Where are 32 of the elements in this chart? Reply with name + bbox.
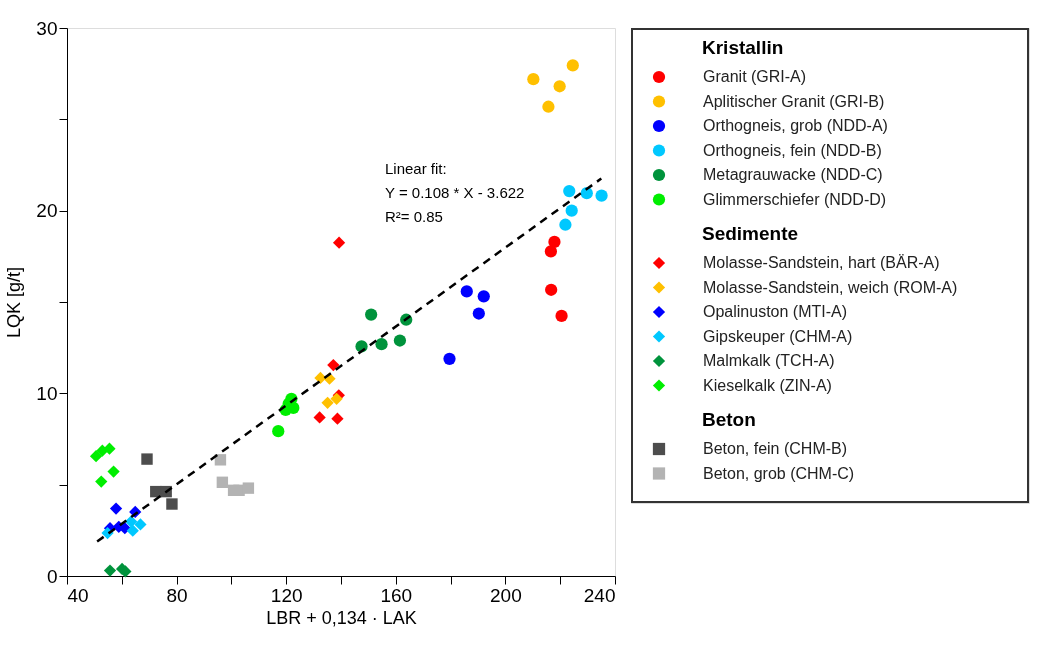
x-axis-title: LBR + 0,134 · LAK — [266, 607, 417, 628]
legend-label: Orthogneis, grob (NDD-A) — [703, 117, 888, 134]
y-tick-label: 20 — [36, 200, 58, 222]
legend-label: Gipskeuper (CHM-A) — [703, 327, 853, 345]
annotation: Linear fit: — [385, 160, 447, 177]
x-tick-label: 160 — [380, 584, 413, 606]
y-tick-label: 0 — [46, 565, 58, 587]
legend-label: Malmkalk (TCH-A) — [703, 352, 835, 369]
legend-label: Glimmerschiefer (NDD-D) — [703, 190, 887, 208]
legend-label: Beton, grob (CHM-C) — [703, 464, 855, 482]
legend-label: Opalinuston (MTI-A) — [703, 303, 848, 320]
text: Sedimente — [702, 223, 799, 244]
legend-label: Beton, fein (CHM-B) — [703, 440, 848, 457]
x-tick-label: 80 — [166, 584, 188, 606]
x-tick-label: 200 — [490, 584, 522, 606]
y-tick-label: 30 — [36, 17, 58, 39]
legend-label: Orthogneis, fein (NDD-B) — [703, 141, 882, 159]
y-tick-label: 10 — [36, 382, 58, 404]
legend-label: Aplitischer Granit (GRI-B) — [703, 92, 885, 110]
y-axis-title: LQK [g/t] — [4, 266, 25, 339]
text: Beton — [702, 409, 756, 430]
legend-label: Metagrauwacke (NDD-C) — [703, 166, 883, 183]
legend-label: Molasse-Sandstein, weich (ROM-A) — [703, 278, 958, 296]
annotation: Y = 0.108 * X - 3.622 — [385, 184, 525, 201]
legend-label: Molasse-Sandstein, hart (BÄR-A) — [703, 254, 940, 271]
text: Kristallin — [702, 37, 784, 58]
x-tick-label: 240 — [583, 584, 616, 606]
x-tick-label: 40 — [67, 584, 89, 606]
legend-label: Granit (GRI-A) — [703, 68, 807, 85]
annotation: R²= 0.85 — [385, 208, 443, 225]
legend-label: Kieselkalk (ZIN-A) — [703, 376, 832, 394]
x-tick-label: 120 — [270, 584, 303, 606]
